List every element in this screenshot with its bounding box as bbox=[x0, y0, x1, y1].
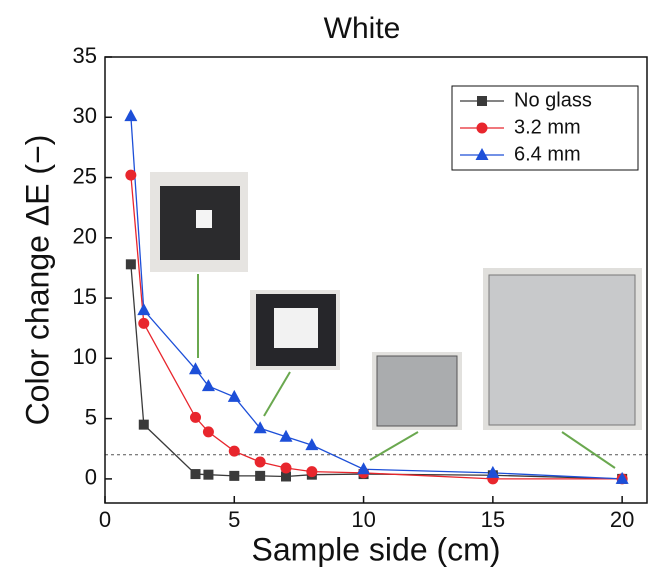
marker bbox=[124, 109, 137, 121]
marker bbox=[306, 466, 317, 477]
y-tick-label: 30 bbox=[73, 103, 97, 128]
y-tick-label: 5 bbox=[85, 404, 97, 429]
marker bbox=[203, 426, 214, 437]
marker bbox=[229, 446, 240, 457]
y-tick-label: 25 bbox=[73, 163, 97, 188]
marker bbox=[255, 471, 265, 481]
marker bbox=[477, 96, 487, 106]
marker bbox=[126, 259, 136, 269]
arrow bbox=[264, 372, 290, 416]
x-axis-label: Sample side (cm) bbox=[252, 531, 501, 567]
marker bbox=[228, 390, 241, 402]
y-tick-label: 20 bbox=[73, 224, 97, 249]
legend-label: No glass bbox=[514, 89, 592, 111]
x-tick-label: 20 bbox=[610, 507, 634, 532]
marker bbox=[281, 463, 292, 474]
y-tick-label: 10 bbox=[73, 344, 97, 369]
photo-sample bbox=[489, 275, 635, 425]
marker bbox=[357, 462, 370, 474]
arrow bbox=[562, 432, 615, 468]
photo-hole bbox=[274, 308, 318, 348]
y-tick-label: 0 bbox=[85, 465, 97, 490]
photo-sample bbox=[377, 356, 457, 426]
x-tick-label: 0 bbox=[99, 507, 111, 532]
y-tick-label: 35 bbox=[73, 43, 97, 68]
x-tick-label: 5 bbox=[228, 507, 240, 532]
x-tick-label: 15 bbox=[481, 507, 505, 532]
marker bbox=[203, 470, 213, 480]
legend-label: 6.4 mm bbox=[514, 143, 581, 165]
y-tick-label: 15 bbox=[73, 284, 97, 309]
chart: White Sample side (cm) Color change ΔE (… bbox=[0, 0, 649, 572]
marker bbox=[138, 318, 149, 329]
y-axis-label: Color change ΔE (−) bbox=[19, 135, 55, 426]
marker bbox=[229, 471, 239, 481]
x-tick-label: 10 bbox=[351, 507, 375, 532]
inset-photos bbox=[150, 172, 642, 468]
marker bbox=[190, 412, 201, 423]
chart-title: White bbox=[324, 12, 401, 45]
marker bbox=[477, 123, 488, 134]
photo-hole bbox=[196, 210, 212, 228]
marker bbox=[137, 303, 150, 315]
marker bbox=[191, 469, 201, 479]
marker bbox=[255, 457, 266, 468]
marker bbox=[139, 420, 149, 430]
marker bbox=[125, 170, 136, 181]
legend-label: 3.2 mm bbox=[514, 116, 581, 138]
arrow bbox=[370, 432, 418, 460]
